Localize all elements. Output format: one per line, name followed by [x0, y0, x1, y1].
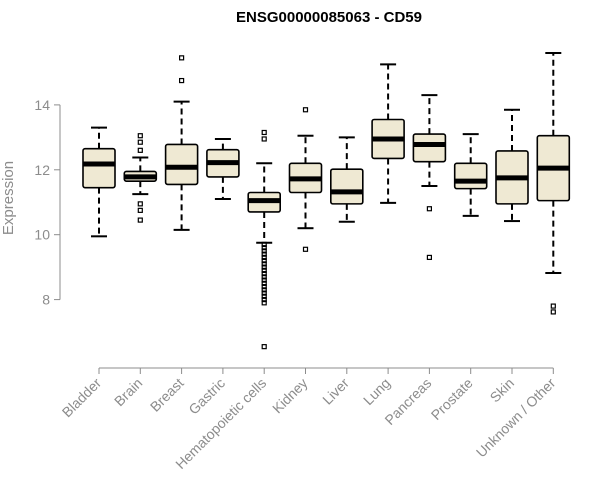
x-tick-label: Brain — [111, 375, 145, 409]
outlier-point — [302, 107, 309, 113]
box-brain — [123, 133, 158, 223]
outlier-point — [261, 293, 267, 299]
box-liver — [329, 136, 364, 223]
outlier-point — [261, 267, 267, 273]
chart-title: ENSG00000085063 - CD59 — [236, 9, 422, 26]
box-breast — [164, 55, 199, 231]
outlier-point — [261, 274, 267, 280]
outlier-point — [261, 271, 267, 277]
outlier-point — [261, 258, 267, 264]
y-tick-label: 14 — [34, 97, 50, 113]
outlier-point — [426, 206, 432, 212]
outlier-point — [261, 251, 267, 257]
box-kidney — [288, 107, 323, 252]
box-hematopoietic-cells — [247, 129, 281, 350]
outlier-point — [137, 133, 143, 139]
outlier-point — [261, 277, 267, 283]
outlier-point — [261, 136, 267, 142]
outlier-point — [550, 309, 556, 315]
outlier-point — [261, 287, 267, 293]
y-tick-label: 8 — [42, 292, 50, 308]
outlier-point — [261, 248, 267, 254]
box-body — [453, 162, 488, 190]
outlier-point — [137, 147, 143, 153]
outlier-point — [261, 300, 267, 306]
x-tick-label: Lung — [360, 375, 393, 408]
outlier-point — [137, 207, 143, 213]
box-body — [164, 143, 199, 186]
outlier-point — [550, 303, 556, 309]
x-tick-label: Bladder — [59, 375, 105, 421]
outlier-point — [261, 296, 267, 303]
box-skin — [495, 108, 529, 223]
box-gastric — [206, 137, 240, 200]
outlier-point — [261, 284, 267, 290]
box-body — [82, 147, 116, 189]
outlier-point — [261, 129, 267, 136]
box-series — [82, 51, 571, 350]
box-pancreas — [412, 94, 447, 261]
y-axis-label: Expression — [0, 161, 17, 235]
box-prostate — [453, 133, 488, 217]
outlier-point — [261, 264, 267, 270]
x-tick-label: Skin — [487, 375, 518, 406]
outlier-point — [261, 245, 267, 251]
box-unknown-other — [536, 51, 571, 315]
box-bladder — [82, 126, 116, 238]
box-lung — [371, 63, 405, 204]
x-tick-label: Liver — [319, 375, 352, 408]
x-tick-label: Prostate — [428, 375, 476, 423]
box-body — [329, 168, 364, 205]
box-body — [412, 133, 447, 163]
outlier-point — [261, 290, 267, 296]
outlier-point — [137, 217, 143, 223]
outlier-point — [137, 201, 143, 207]
y-tick-label: 12 — [34, 162, 50, 178]
outlier-point — [261, 261, 267, 267]
y-axis: 8 10 12 14 — [34, 97, 61, 308]
outlier-point — [261, 280, 267, 286]
outlier-point — [426, 254, 432, 261]
y-tick-label: 10 — [34, 227, 50, 243]
outlier-point — [137, 139, 143, 145]
outlier-point — [179, 77, 185, 84]
outlier-point — [261, 241, 267, 248]
x-tick-label: Kidney — [269, 375, 311, 417]
outlier-point — [179, 55, 185, 61]
x-tick-label: Breast — [147, 375, 187, 415]
outlier-point — [302, 246, 309, 252]
outlier-point — [261, 344, 267, 350]
outlier-point — [261, 254, 267, 261]
